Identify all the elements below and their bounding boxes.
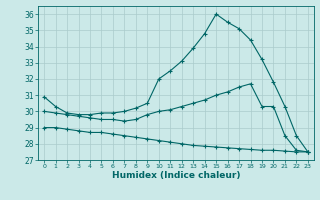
- X-axis label: Humidex (Indice chaleur): Humidex (Indice chaleur): [112, 171, 240, 180]
